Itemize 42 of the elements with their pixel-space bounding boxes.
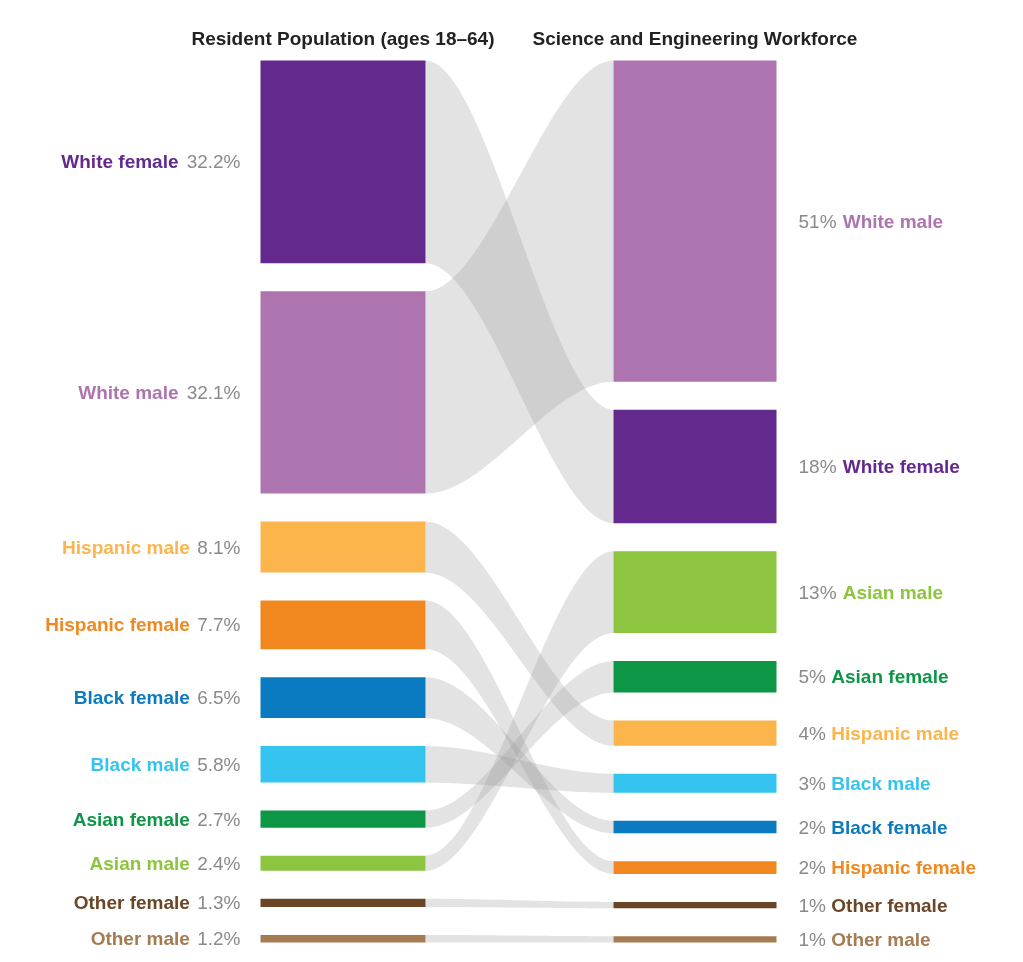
- category-label: Hispanic female: [831, 857, 976, 879]
- data-label: 18%: [798, 456, 837, 477]
- category-label: Hispanic male: [62, 536, 190, 558]
- category-label: White female: [842, 456, 960, 477]
- data-label: 1.2%: [197, 928, 241, 950]
- category-label: Other male: [90, 928, 190, 950]
- category-label: Asian male: [842, 581, 944, 603]
- category-label: Black male: [831, 772, 931, 794]
- text: Science and Engineering Workforce: [532, 28, 858, 49]
- category-label: White male: [78, 381, 179, 403]
- data-label: 1%: [798, 928, 827, 950]
- data-label: 32.2%: [186, 151, 241, 173]
- data-label: 5.8%: [197, 753, 241, 775]
- data-label: 13%: [798, 581, 837, 603]
- category-label: Asian female: [831, 666, 949, 688]
- data-label: 2.7%: [197, 808, 241, 830]
- data-label: 8.1%: [197, 536, 241, 558]
- data-label: 2%: [798, 857, 827, 879]
- data-label: 5%: [798, 666, 827, 688]
- category-label: Black female: [831, 816, 948, 838]
- data-label: 7.7%: [197, 614, 241, 636]
- category-label: Hispanic female: [45, 614, 190, 636]
- category-label: Asian female: [72, 808, 190, 830]
- data-label: 1.3%: [197, 892, 241, 914]
- data-label: 4%: [798, 722, 827, 744]
- data-label: 2.4%: [197, 852, 241, 874]
- category-label: Other male: [831, 928, 931, 950]
- category-label: White female: [61, 151, 179, 173]
- category-label: Black female: [73, 687, 190, 709]
- data-label: 1%: [798, 894, 827, 916]
- data-label: 3%: [798, 772, 827, 794]
- data-label: 6.5%: [197, 687, 241, 709]
- category-label: Hispanic male: [831, 722, 960, 744]
- category-label: Other female: [831, 894, 948, 916]
- category-label: Asian male: [89, 852, 190, 874]
- category-label: Black male: [90, 753, 190, 775]
- category-label: Other female: [73, 892, 190, 914]
- data-label: 32.1%: [186, 381, 241, 403]
- data-label: 51%: [798, 210, 837, 232]
- data-label: 2%: [798, 816, 827, 838]
- text: Resident Population (ages 18–64): [191, 28, 495, 49]
- category-label: White male: [842, 210, 944, 232]
